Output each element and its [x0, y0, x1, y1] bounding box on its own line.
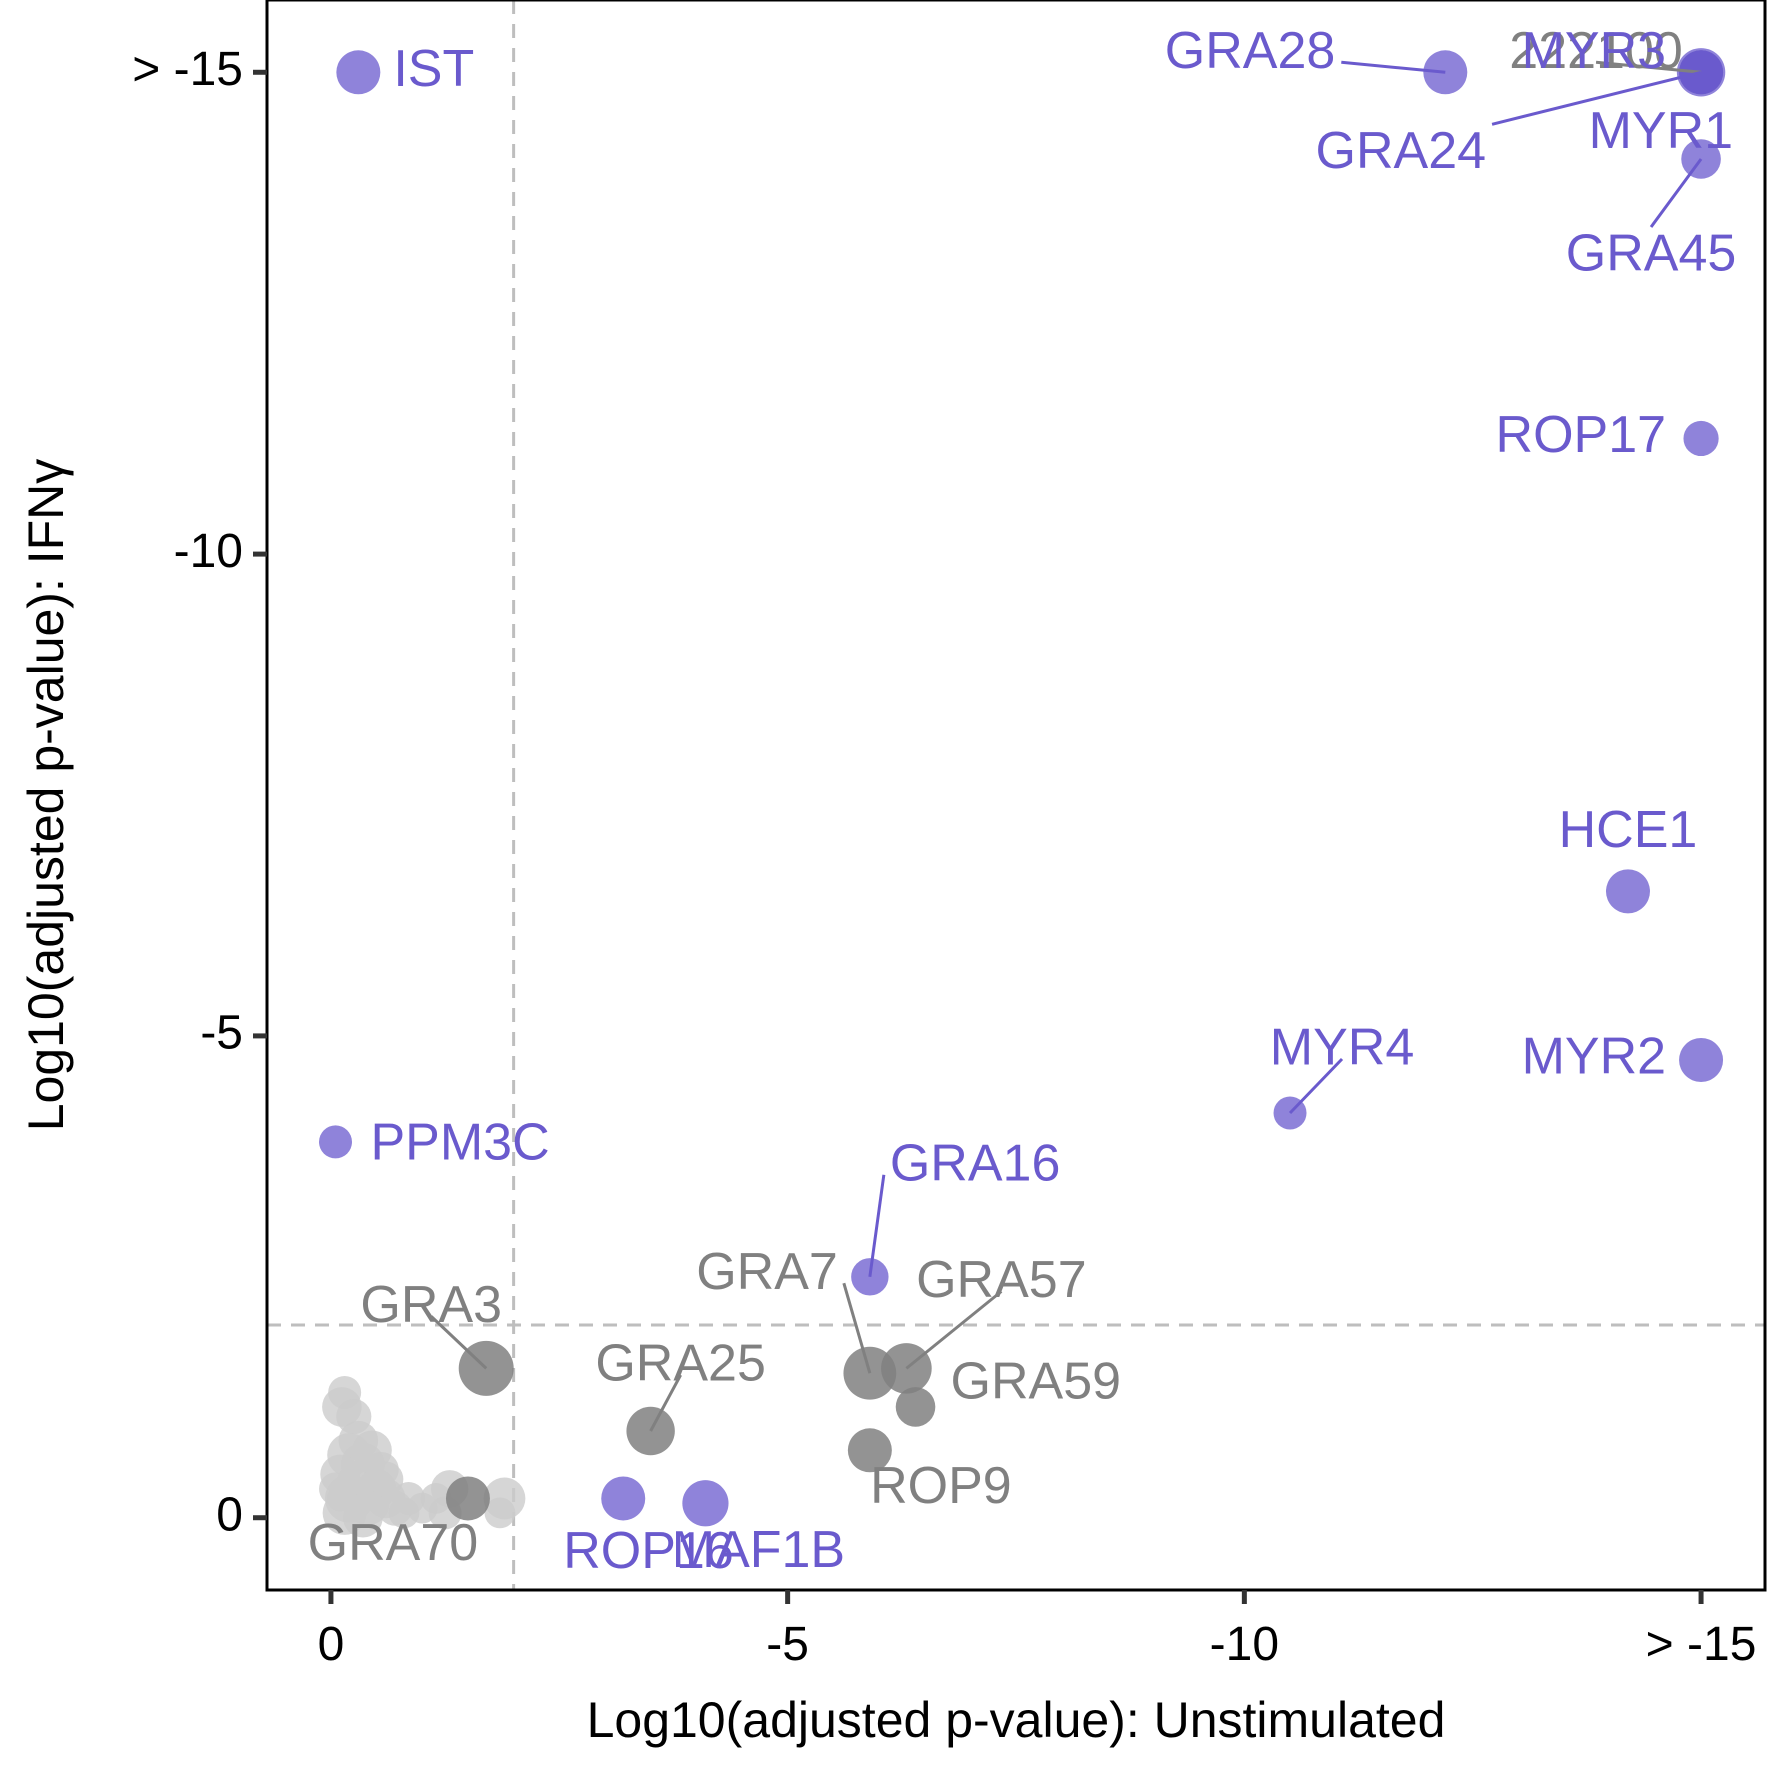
label-rop16: ROP16 [563, 1522, 734, 1580]
label-222100: 222100 [1509, 22, 1683, 80]
leader-myr4 [1288, 1057, 1344, 1115]
y-tick-label: -10 [174, 525, 243, 578]
label-gra3: GRA3 [360, 1276, 502, 1334]
label-gra25: GRA25 [595, 1335, 766, 1393]
leader-gra57 [905, 1290, 1003, 1370]
x-tick-label: 0 [318, 1618, 345, 1671]
label-rop9: ROP9 [870, 1457, 1012, 1515]
leader-gra28 [1341, 60, 1446, 74]
point [343, 1497, 383, 1538]
plot-frame [265, 0, 1767, 1592]
x-tick-label: > -15 [1646, 1618, 1757, 1671]
point-myr2 [1679, 1038, 1724, 1082]
leader-gra24 [1491, 70, 1702, 126]
label-myr3: MYR3 [1522, 22, 1666, 80]
label-gra59: GRA59 [951, 1353, 1122, 1411]
point-rop16 [601, 1476, 646, 1521]
label-ist: IST [393, 40, 474, 98]
label-leaders [430, 60, 1703, 1432]
point-hce1 [1605, 869, 1650, 914]
point-gra70 [445, 1476, 490, 1521]
label-gra57: GRA57 [916, 1251, 1087, 1309]
y-tick-label: 0 [216, 1488, 243, 1541]
point-gra59 [895, 1387, 936, 1427]
x-tick-label: -10 [1210, 1618, 1279, 1671]
label-myr4: MYR4 [1270, 1019, 1414, 1077]
point [847, 1428, 892, 1473]
label-gra24: GRA24 [1316, 122, 1487, 180]
x-axis-title: Log10(adjusted p-value): Unstimulated [587, 1692, 1446, 1748]
label-myr1: MYR1 [1589, 102, 1733, 160]
y-tick-label: > -15 [132, 43, 243, 96]
label-maf1b: MAF1B [672, 1521, 845, 1579]
leader-gra7 [842, 1282, 872, 1374]
data-points [319, 48, 1726, 1538]
label-hce1: HCE1 [1559, 801, 1698, 859]
point-ppm3c [319, 1125, 353, 1159]
point-maf1b [682, 1480, 729, 1527]
label-gra16: GRA16 [890, 1135, 1061, 1193]
y-tick-label: -5 [200, 1007, 243, 1060]
leader-222100 [1595, 60, 1702, 74]
label-gra45: GRA45 [1566, 225, 1737, 283]
leader-gra45 [1649, 158, 1703, 228]
axes: 0 -5 -10 > -15 0 -5 -10 > -15 [132, 43, 1756, 1671]
y-axis-title: Log10(adjusted p-value): IFNγ [18, 459, 74, 1132]
point-rop17 [1683, 420, 1719, 457]
point-gra16 [851, 1258, 889, 1296]
reference-lines [267, 0, 1765, 1590]
x-tick-label: -5 [766, 1618, 809, 1671]
point [368, 1461, 404, 1497]
point [319, 1472, 353, 1506]
leader-gra25 [649, 1374, 682, 1432]
label-gra7: GRA7 [696, 1243, 838, 1301]
point-ist [336, 50, 381, 95]
leader-gra16 [868, 1174, 886, 1278]
label-gra28: GRA28 [1165, 22, 1336, 80]
label-ppm3c: PPM3C [371, 1114, 550, 1172]
point [484, 1497, 516, 1529]
label-myr2: MYR2 [1522, 1028, 1666, 1086]
label-rop17: ROP17 [1496, 406, 1667, 464]
leader-gra3 [430, 1315, 488, 1370]
label-gra70: GRA70 [308, 1514, 479, 1572]
